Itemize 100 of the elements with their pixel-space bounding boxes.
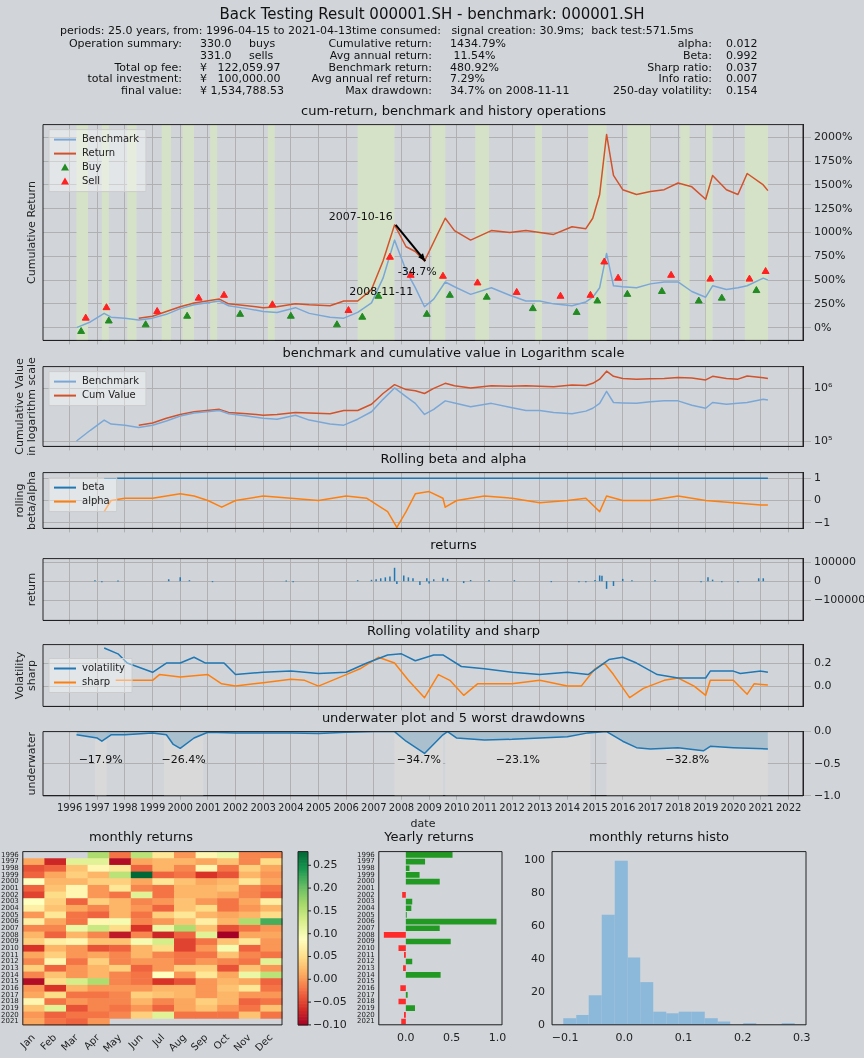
text: Avg annual ref return: xyxy=(311,72,432,86)
y-tick-label: 0.0 xyxy=(814,724,832,738)
color-bar-label: 0.15 xyxy=(313,903,338,917)
legend-label: Benchmark xyxy=(82,133,140,145)
x-tick-label: Mar xyxy=(58,1030,81,1053)
text: Operation summary: xyxy=(68,37,182,50)
color-bar-label: 0.00 xyxy=(313,972,338,986)
color-bar-label: 0.10 xyxy=(313,926,338,940)
chart-title: monthly returns xyxy=(88,829,194,845)
y-axis-title: Cumulative Return xyxy=(24,181,38,284)
y-tick-label: 1000% xyxy=(814,225,853,239)
text: Cumulative return: xyxy=(328,37,432,50)
band-label: −34.7% xyxy=(396,753,441,767)
band-label: −17.9% xyxy=(78,753,123,767)
x-tick-label: Sep xyxy=(188,1031,210,1053)
text: 331.0 sells xyxy=(200,48,274,62)
legend-label: Return xyxy=(82,147,116,159)
x-tick-label: 2003 xyxy=(250,802,276,814)
y-tick-label: −0.5 xyxy=(814,756,841,770)
y-tick-label: 10⁶ xyxy=(814,381,833,395)
annotation: -34.7% xyxy=(397,265,437,279)
y-tick-label: −1 xyxy=(814,515,831,529)
x-tick-label: 2008 xyxy=(388,802,415,814)
y-tick-label: −100000 xyxy=(814,593,864,607)
chart-title: returns xyxy=(430,537,477,553)
x-tick-label: 2022 xyxy=(775,802,802,814)
text: 480.92% xyxy=(450,60,499,74)
text: total investment: xyxy=(87,72,182,86)
legend-label: volatility xyxy=(82,662,126,674)
text: Benchmark return: xyxy=(328,60,432,74)
x-axis-title: date xyxy=(410,817,436,831)
chart-title: Rolling volatility and sharp xyxy=(366,623,541,639)
text: 34.7% on 2008-11-11 xyxy=(450,84,570,98)
x-tick-label: 1999 xyxy=(139,802,166,814)
y-tick-label: 1750% xyxy=(814,154,853,167)
y-tick-label: 0 xyxy=(538,1017,545,1031)
x-tick-label: 1997 xyxy=(84,802,110,814)
legend-label: Benchmark xyxy=(82,375,140,387)
y-tick-label: 0 xyxy=(814,493,821,507)
y-tick-label: 250% xyxy=(814,296,846,310)
text: ¥ 100,000.00 xyxy=(200,72,281,86)
text: Info ratio: xyxy=(658,72,712,86)
y-axis-title: underwater xyxy=(24,731,38,796)
x-tick-label: 0.1 xyxy=(674,1031,693,1045)
x-tick-label: 1.0 xyxy=(488,1031,507,1045)
chart-title: Rolling beta and alpha xyxy=(380,451,527,467)
y-tick-label: −1.0 xyxy=(814,788,841,802)
x-tick-label: 2011 xyxy=(471,802,498,814)
x-tick-label: 0.5 xyxy=(442,1031,461,1045)
y-tick-label: 20 xyxy=(531,984,545,998)
chart-title: monthly returns histo xyxy=(589,829,730,845)
x-tick-label: −0.1 xyxy=(551,1031,579,1045)
y-tick-label: 0.0 xyxy=(814,678,832,692)
x-tick-label: Oct xyxy=(211,1031,232,1052)
y-tick-label: 0 xyxy=(814,574,821,588)
x-tick-label: 2006 xyxy=(333,802,359,814)
text: 0.012 xyxy=(726,37,758,50)
text: 0.992 xyxy=(726,48,758,62)
text: Avg annual return: xyxy=(329,48,432,62)
x-tick-label: 2002 xyxy=(222,802,249,814)
x-tick-label: 2001 xyxy=(195,802,221,814)
x-tick-label: Jul xyxy=(149,1031,167,1049)
text: final value: xyxy=(121,84,182,98)
x-tick-label: 0.3 xyxy=(793,1031,811,1045)
legend-label: Sell xyxy=(82,175,101,187)
x-tick-label: 2000 xyxy=(167,802,193,814)
x-tick-label: 2005 xyxy=(305,802,332,814)
x-tick-label: Apr xyxy=(81,1030,103,1052)
text: Beta: xyxy=(682,48,712,62)
y-axis-title: Cumulative Value in logarithm scale xyxy=(12,357,38,456)
band-label: −23.1% xyxy=(495,753,540,767)
x-tick-label: 2010 xyxy=(444,802,470,814)
x-tick-label: Jan xyxy=(17,1031,37,1051)
legend-label: sharp xyxy=(82,676,111,688)
y-tick-label: 80 xyxy=(531,886,545,900)
x-tick-label: 1996 xyxy=(56,802,83,814)
y-tick-label: 2000% xyxy=(814,130,853,144)
y-axis-title: return xyxy=(24,572,38,607)
y-tick-label: 100 xyxy=(524,853,545,867)
x-tick-label: Jun xyxy=(125,1031,145,1052)
legend-label: Cum Value xyxy=(82,389,136,401)
text: Sharp ratio: xyxy=(647,60,712,74)
text: ¥ 1,534,788.53 xyxy=(200,84,284,98)
text: ¥ 122,059.97 xyxy=(200,60,281,74)
y-axis-title: rolling beta/alpha xyxy=(12,470,38,531)
color-bar-label: 0.05 xyxy=(313,949,338,963)
chart-title: benchmark and cumulative value in Logarithm scale xyxy=(282,345,625,361)
x-tick-label: Nov xyxy=(231,1031,253,1054)
x-tick-label: 2021 xyxy=(748,802,774,814)
y-tick-label: 0% xyxy=(814,320,832,334)
x-tick-label: 2018 xyxy=(665,802,691,814)
text: 0.007 xyxy=(726,72,758,86)
y-tick-label: 1 xyxy=(814,471,821,485)
x-tick-label: 0.2 xyxy=(733,1031,752,1045)
color-bar-label: 0.25 xyxy=(313,858,338,872)
y-tick-label: 1250% xyxy=(814,201,853,215)
band-label: −32.8% xyxy=(665,753,710,767)
x-tick-label: 2016 xyxy=(609,802,636,814)
x-tick-label: 2014 xyxy=(554,802,581,814)
x-tick-label: 2020 xyxy=(720,802,747,814)
